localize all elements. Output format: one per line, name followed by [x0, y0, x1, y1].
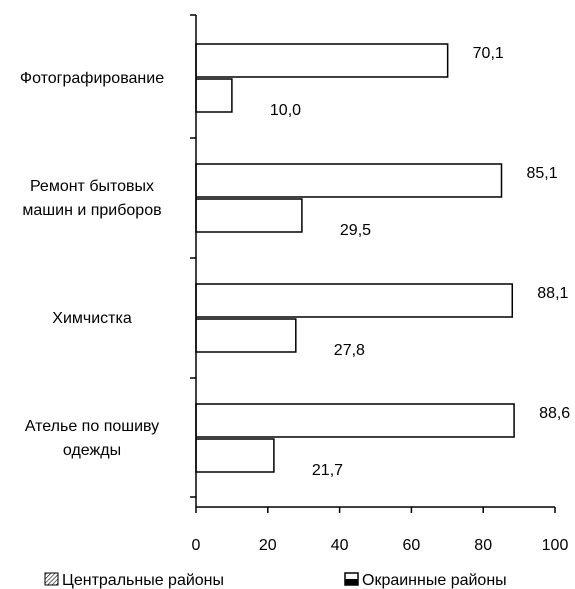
x-tick-label-4: 80 [474, 537, 492, 554]
bar-central-0 [195, 43, 449, 78]
value-label-central-3: 88,6 [539, 405, 570, 422]
legend: Центральные районы Окраинные районы [44, 572, 507, 589]
x-tick-label-1: 20 [259, 537, 277, 554]
half-filled-square-icon [344, 572, 359, 586]
hatched-square-icon [44, 572, 59, 586]
bars-group [195, 43, 515, 473]
x-tick-label-3: 60 [403, 537, 421, 554]
legend-label-outer: Окраинные районы [362, 572, 507, 589]
category-label-2-0: Химчистка [52, 310, 132, 327]
value-label-central-2: 88,1 [537, 285, 568, 302]
value-label-central-0: 70,1 [473, 45, 504, 62]
value-label-outer-1: 29,5 [340, 222, 371, 239]
labels-group: 70,1 10,0 Фотографирование 85,1 29,5 Ремонт б… [20, 45, 570, 479]
value-label-outer-2: 27,8 [334, 342, 365, 359]
category-label-1-0: Ремонт бытовых [30, 178, 154, 195]
value-label-outer-3: 21,7 [312, 462, 343, 479]
category-label-1-1: машин и приборов [22, 202, 161, 219]
bar-outer-1 [195, 198, 303, 233]
bar-outer-3 [195, 438, 275, 473]
x-tick-label-0: 0 [192, 537, 201, 554]
category-label-0-0: Фотографирование [20, 70, 164, 87]
axes-group: 0 20 40 60 80 100 [190, 14, 569, 554]
bar-central-3 [195, 403, 515, 438]
bar-outer-2 [195, 318, 297, 353]
value-label-outer-0: 10,0 [270, 102, 301, 119]
value-label-central-1: 85,1 [527, 165, 558, 182]
bar-outer-0 [195, 78, 233, 113]
legend-label-central: Центральные районы [62, 572, 224, 589]
bar-central-2 [195, 283, 514, 318]
x-tick-label-5: 100 [542, 537, 569, 554]
category-label-3-1: одежды [63, 442, 121, 459]
bar-central-1 [195, 163, 503, 198]
x-tick-label-2: 40 [331, 537, 349, 554]
category-label-3-0: Ателье по пошиву [25, 418, 159, 435]
